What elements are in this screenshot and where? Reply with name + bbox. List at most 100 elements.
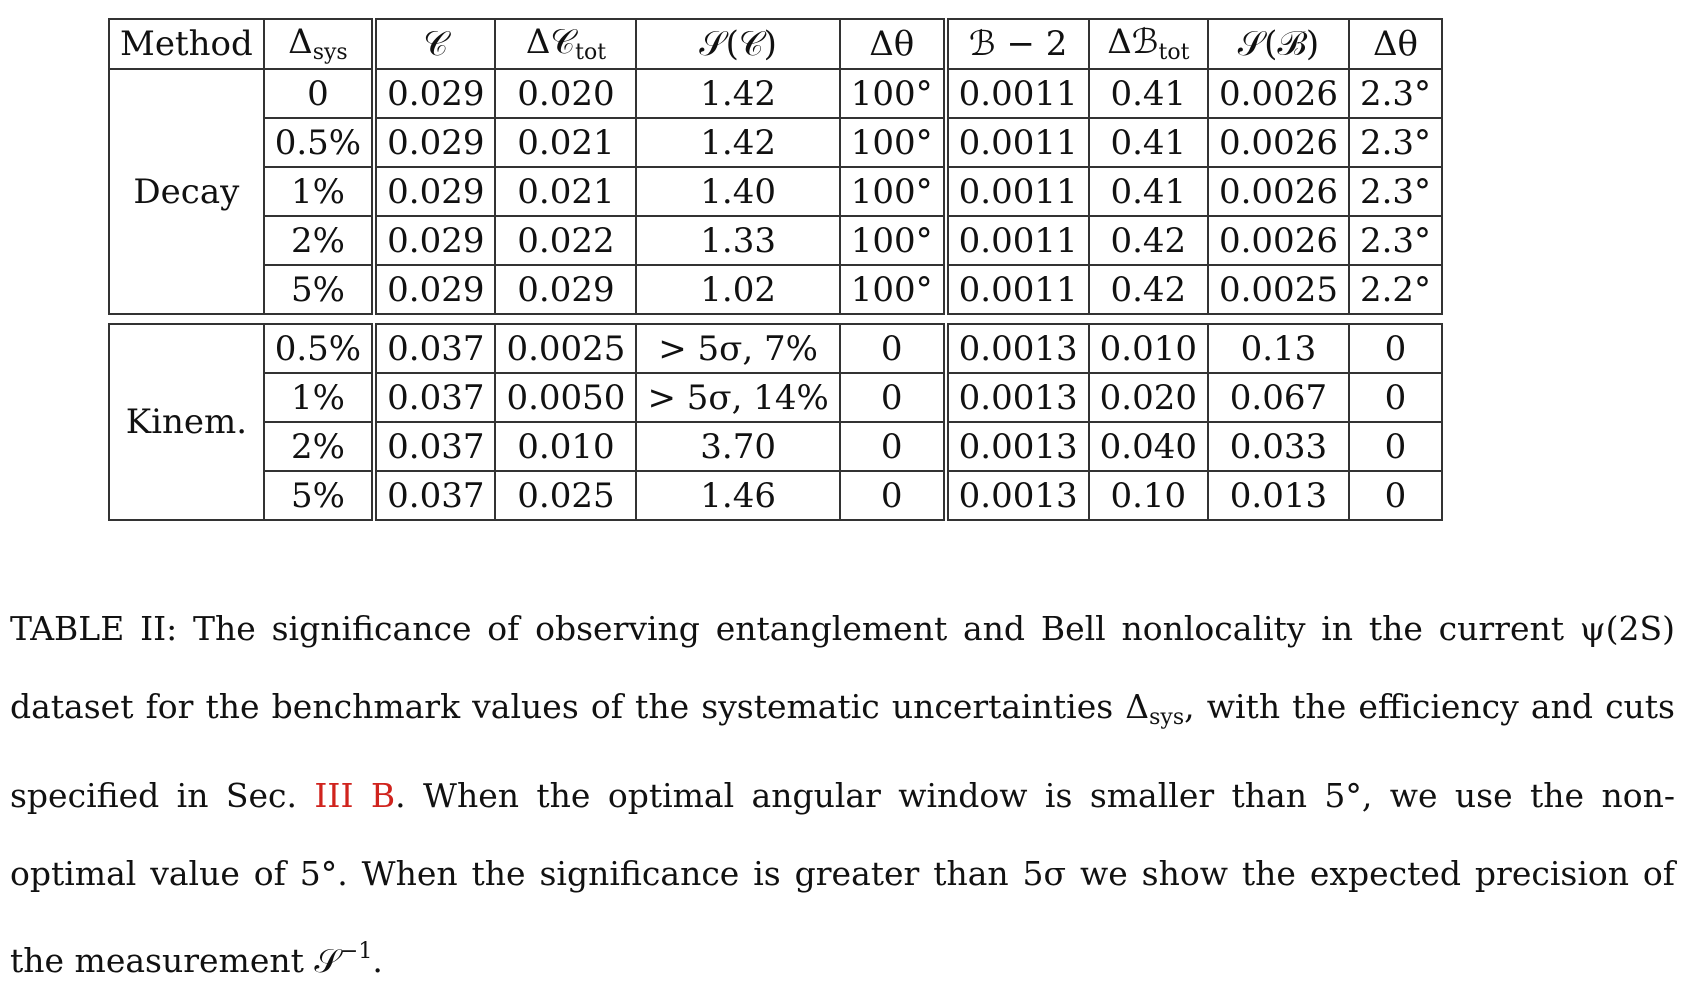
table-cell: 0.0013 bbox=[944, 421, 1090, 472]
page: Method Δsys 𝒞 Δ𝒞tot 𝒮(𝒞) Δθ ℬ − 2 Δℬtot … bbox=[10, 18, 1675, 980]
header-delta-sys: Δsys bbox=[262, 18, 378, 70]
table-cell: 0.0013 bbox=[944, 372, 1090, 423]
table-row: 2% 0.029 0.022 1.33 100° 0.0011 0.42 0.0026 2.3° bbox=[109, 215, 1444, 266]
table-cell: 100° bbox=[838, 166, 949, 217]
group-separator-cell bbox=[109, 313, 1443, 325]
table-cell: 0.021 bbox=[494, 166, 638, 217]
table-row: 1% 0.037 0.0050 > 5σ, 14% 0 0.0013 0.020 0.067 0 bbox=[109, 372, 1444, 423]
table-cell: 0.029 bbox=[373, 68, 497, 119]
header-s-c: 𝒮(𝒞) bbox=[635, 18, 841, 70]
table-row: 1% 0.029 0.021 1.40 100° 0.0011 0.41 0.0026 2.3° bbox=[109, 166, 1444, 217]
table-cell: 0.41 bbox=[1087, 68, 1209, 119]
header-delta-c-sub: tot bbox=[575, 39, 607, 65]
caption-section-link[interactable]: III B bbox=[314, 776, 396, 815]
table-cell: 1% bbox=[262, 166, 378, 217]
table-cell: 2.3° bbox=[1347, 215, 1444, 266]
header-s-b: 𝒮(ℬ) bbox=[1206, 18, 1350, 70]
header-c: 𝒞 bbox=[373, 18, 497, 70]
table-cell: 1.02 bbox=[635, 264, 841, 315]
header-delta-sys-text: Δ bbox=[288, 21, 313, 62]
table-cell: 0.037 bbox=[373, 372, 497, 423]
caption-part4: . bbox=[372, 941, 383, 980]
table-cell: 1.46 bbox=[635, 470, 841, 521]
table-cell: 100° bbox=[838, 264, 949, 315]
table-cell: 5% bbox=[262, 470, 378, 521]
table-cell: 0.013 bbox=[1206, 470, 1350, 521]
table-cell: 0.0011 bbox=[944, 264, 1090, 315]
table-cell: 0.037 bbox=[373, 421, 497, 472]
table-cell: 0.0013 bbox=[944, 323, 1090, 374]
table-cell: 1.42 bbox=[635, 68, 841, 119]
table-cell: 0.41 bbox=[1087, 166, 1209, 217]
table-cell: 2.3° bbox=[1347, 166, 1444, 217]
table-cell: 2.3° bbox=[1347, 68, 1444, 119]
table-cell: 0.0013 bbox=[944, 470, 1090, 521]
method-cell: Decay bbox=[108, 68, 265, 315]
table-cell: 0.42 bbox=[1087, 215, 1209, 266]
table-cell: 0.022 bbox=[494, 215, 638, 266]
table-row: Kinem. 0.5% 0.037 0.0025 > 5σ, 7% 0 0.0013 0.01… bbox=[108, 323, 1444, 521]
header-method: Method bbox=[108, 18, 265, 70]
table-cell: 0.021 bbox=[494, 117, 638, 168]
group-separator bbox=[109, 313, 1443, 325]
table-cell: 2% bbox=[262, 215, 378, 266]
header-delta-c-tot: Δ𝒞tot bbox=[494, 18, 638, 70]
table-cell: 0.040 bbox=[1087, 421, 1209, 472]
table-cell: 3.70 bbox=[635, 421, 841, 472]
table-cell: 1% bbox=[262, 372, 378, 423]
table-cell: 2% bbox=[262, 421, 378, 472]
table-cell: 2.2° bbox=[1347, 264, 1444, 315]
caption-sup: −1 bbox=[339, 939, 373, 964]
table-cell: 5% bbox=[262, 264, 378, 315]
table-cell: 0.10 bbox=[1087, 470, 1209, 521]
table-header-row: Method Δsys 𝒞 Δ𝒞tot 𝒮(𝒞) Δθ ℬ − 2 Δℬtot … bbox=[108, 18, 1444, 70]
table-cell: 0 bbox=[1347, 470, 1444, 521]
table-cell: 1.42 bbox=[635, 117, 841, 168]
table-cell: 0 bbox=[838, 421, 949, 472]
table-cell: 0.020 bbox=[1087, 372, 1209, 423]
table-cell: 0.033 bbox=[1206, 421, 1350, 472]
table-cell: 0 bbox=[838, 323, 949, 374]
table-cell: > 5σ, 14% bbox=[635, 372, 841, 423]
table-cell: 100° bbox=[838, 68, 949, 119]
table-cell: 0.029 bbox=[373, 264, 497, 315]
table-cell: 0 bbox=[1347, 421, 1444, 472]
table-cell: 0.0050 bbox=[494, 372, 638, 423]
table-cell: 0 bbox=[262, 68, 378, 119]
method-cell: Kinem. bbox=[108, 323, 265, 521]
table-cell: 0.010 bbox=[494, 421, 638, 472]
table-cell: 0 bbox=[1347, 372, 1444, 423]
table-cell: 0.020 bbox=[494, 68, 638, 119]
table-cell: 0.029 bbox=[373, 166, 497, 217]
table-cell: 1.33 bbox=[635, 215, 841, 266]
table-row: Decay 0 0.029 0.020 1.42 100° 0.0011 0.41 0.0026… bbox=[108, 68, 1444, 315]
table-cell: 0.42 bbox=[1087, 264, 1209, 315]
table-cell: 0 bbox=[838, 372, 949, 423]
table-cell: 0.0011 bbox=[944, 117, 1090, 168]
caption-part3: . When the optimal angular window is sma… bbox=[10, 776, 1675, 980]
header-delta-sys-sub: sys bbox=[312, 39, 348, 65]
table-cell: 2.3° bbox=[1347, 117, 1444, 168]
table-cell: 0.0025 bbox=[1206, 264, 1350, 315]
table-cell: 0.067 bbox=[1206, 372, 1350, 423]
table-cell: 0.029 bbox=[494, 264, 638, 315]
results-table: Method Δsys 𝒞 Δ𝒞tot 𝒮(𝒞) Δθ ℬ − 2 Δℬtot … bbox=[108, 18, 1444, 521]
table-cell: 0.0026 bbox=[1206, 166, 1350, 217]
table-cell: 0.0026 bbox=[1206, 215, 1350, 266]
table-cell: 0.0011 bbox=[944, 166, 1090, 217]
table-cell: 0.029 bbox=[373, 215, 497, 266]
table-row: 5% 0.037 0.025 1.46 0 0.0013 0.10 0.013 0 bbox=[109, 470, 1444, 521]
table-row: 0.5% 0.029 0.021 1.42 100° 0.0011 0.41 0.0026 2.… bbox=[109, 117, 1444, 168]
table-caption: TABLE II: The significance of observing … bbox=[10, 590, 1675, 1000]
table-cell: 0 bbox=[1347, 323, 1444, 374]
header-delta-c-main: Δ𝒞 bbox=[525, 21, 576, 62]
table-cell: > 5σ, 7% bbox=[635, 323, 841, 374]
table-cell: 0.41 bbox=[1087, 117, 1209, 168]
table-cell: 0.025 bbox=[494, 470, 638, 521]
caption-part2: , with the efficiency and cuts specified… bbox=[10, 687, 1675, 815]
table-cell: 0.0025 bbox=[494, 323, 638, 374]
caption-part1: TABLE II: The significance of observing … bbox=[10, 609, 1675, 726]
table-cell: 0.010 bbox=[1087, 323, 1209, 374]
table-cell: 100° bbox=[838, 117, 949, 168]
table-row: 5% 0.029 0.029 1.02 100° 0.0011 0.42 0.0025 2.2° bbox=[109, 264, 1444, 315]
